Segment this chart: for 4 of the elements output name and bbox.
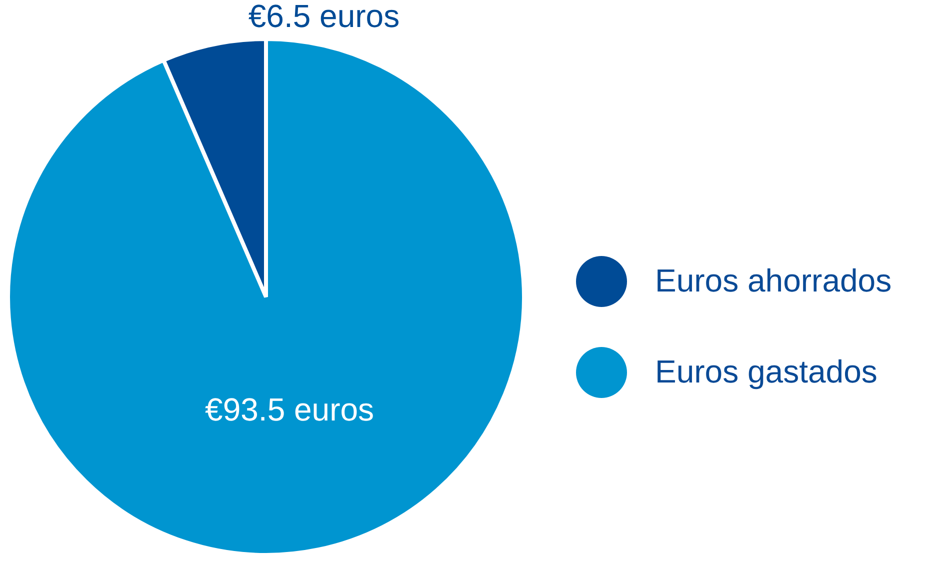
legend-label: Euros ahorrados [655, 262, 892, 298]
data-label: €93.5 euros [205, 392, 374, 428]
data-label: €6.5 euros [248, 0, 400, 34]
legend-label: Euros gastados [655, 354, 878, 390]
